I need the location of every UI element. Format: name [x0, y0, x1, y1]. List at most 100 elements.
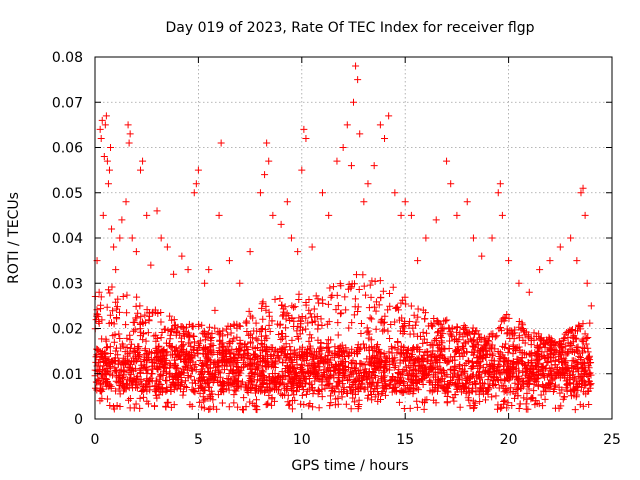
- data-point: [132, 352, 140, 360]
- data-point: [456, 331, 464, 339]
- data-point: [366, 353, 374, 361]
- data-point: [302, 314, 310, 322]
- data-point: [126, 364, 134, 372]
- data-point: [206, 370, 214, 378]
- data-point: [578, 337, 586, 345]
- data-point: [462, 328, 470, 336]
- data-point: [242, 319, 250, 327]
- data-point: [577, 360, 585, 368]
- data-point: [487, 343, 495, 351]
- data-point: [295, 314, 303, 322]
- data-point: [300, 356, 308, 364]
- y-tick-label: 0.01: [52, 367, 83, 383]
- data-point: [508, 365, 516, 373]
- data-point: [110, 338, 118, 346]
- data-point: [416, 361, 424, 369]
- data-point: [222, 358, 230, 366]
- data-point: [351, 398, 359, 406]
- data-point: [298, 380, 306, 388]
- data-point: [274, 320, 282, 328]
- data-point: [367, 293, 375, 301]
- data-point: [476, 397, 484, 405]
- data-point: [579, 402, 587, 410]
- data-point: [447, 353, 455, 361]
- data-point: [119, 293, 127, 301]
- data-point: [374, 378, 382, 386]
- data-point: [542, 388, 550, 396]
- data-point: [167, 328, 175, 336]
- x-tick-label: 20: [500, 432, 518, 448]
- data-point: [158, 355, 166, 363]
- data-point: [548, 337, 556, 345]
- data-point: [408, 378, 416, 386]
- data-point: [581, 367, 589, 375]
- data-point: [521, 361, 529, 369]
- data-point: [537, 366, 545, 374]
- data-point: [184, 359, 192, 367]
- data-point: [128, 234, 136, 242]
- data-point: [585, 400, 593, 408]
- data-point: [586, 319, 594, 327]
- data-point: [405, 322, 413, 330]
- data-point: [230, 320, 238, 328]
- data-point: [314, 321, 322, 329]
- data-point: [406, 404, 414, 412]
- data-point: [101, 121, 109, 129]
- data-point: [288, 336, 296, 344]
- data-point: [371, 277, 379, 285]
- data-point: [151, 382, 159, 390]
- data-point: [567, 387, 575, 395]
- data-point: [188, 367, 196, 375]
- data-point: [257, 340, 265, 348]
- data-point: [453, 211, 461, 219]
- data-point: [472, 380, 480, 388]
- data-point: [188, 379, 196, 387]
- data-point: [371, 365, 379, 373]
- data-point: [106, 311, 114, 319]
- data-point: [448, 325, 456, 333]
- chart-title: Day 019 of 2023, Rate Of TEC Index for r…: [166, 20, 535, 36]
- data-point: [347, 162, 355, 170]
- data-point: [582, 366, 590, 374]
- data-point: [441, 389, 449, 397]
- data-point: [494, 401, 502, 409]
- data-point: [485, 332, 493, 340]
- data-point: [239, 406, 247, 414]
- data-point: [559, 395, 567, 403]
- data-point: [545, 380, 553, 388]
- data-point: [177, 355, 185, 363]
- data-point: [451, 363, 459, 371]
- data-point: [525, 331, 533, 339]
- data-point: [541, 343, 549, 351]
- data-point: [402, 300, 410, 308]
- data-point: [333, 378, 341, 386]
- data-point: [116, 335, 124, 343]
- data-point: [116, 308, 124, 316]
- data-point: [112, 387, 120, 395]
- data-point: [546, 257, 554, 265]
- data-point: [133, 357, 141, 365]
- data-point: [471, 343, 479, 351]
- data-point: [494, 360, 502, 368]
- data-point: [148, 349, 156, 357]
- data-point: [292, 369, 300, 377]
- data-point: [328, 351, 336, 359]
- data-point: [462, 380, 470, 388]
- data-point: [400, 404, 408, 412]
- data-point: [210, 348, 218, 356]
- data-point: [271, 348, 279, 356]
- data-point: [302, 325, 310, 333]
- data-point: [277, 348, 285, 356]
- data-point: [153, 346, 161, 354]
- data-point: [564, 349, 572, 357]
- data-point: [541, 354, 549, 362]
- data-point: [171, 360, 179, 368]
- data-point: [129, 384, 137, 392]
- data-point: [318, 189, 326, 197]
- data-point: [136, 321, 144, 329]
- data-point: [403, 349, 411, 357]
- data-point: [302, 134, 310, 142]
- data-point: [400, 328, 408, 336]
- data-point: [189, 386, 197, 394]
- data-point: [437, 326, 445, 334]
